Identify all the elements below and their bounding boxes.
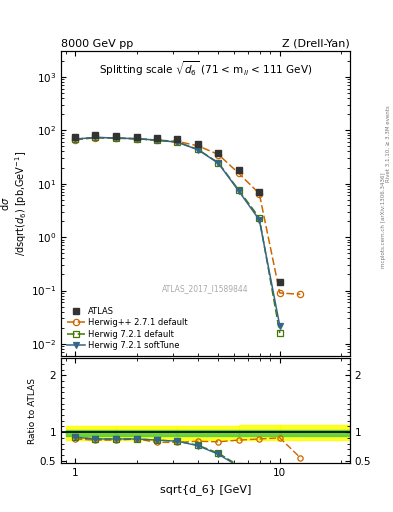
Herwig++ 2.7.1 default (93, 135, 97, 141)
Text: 8000 GeV pp: 8000 GeV pp (61, 38, 133, 49)
Herwig 7.2.1 softTune (73, 136, 78, 142)
ATLAS (237, 167, 241, 173)
Herwig++ 2.7.1 default (196, 143, 200, 149)
ATLAS (93, 132, 97, 138)
Text: mcplots.cern.ch [arXiv:1306.3436]: mcplots.cern.ch [arXiv:1306.3436] (381, 173, 386, 268)
Text: Rivet 3.1.10, ≥ 3.3M events: Rivet 3.1.10, ≥ 3.3M events (386, 105, 391, 182)
Herwig 7.2.1 default (257, 215, 262, 221)
Herwig++ 2.7.1 default (257, 190, 262, 197)
Y-axis label: d$\sigma$
/dsqrt($d_6$) [pb,GeV$^{-1}$]: d$\sigma$ /dsqrt($d_6$) [pb,GeV$^{-1}$] (0, 151, 29, 256)
Text: ATLAS_2017_I1589844: ATLAS_2017_I1589844 (162, 284, 249, 293)
Herwig 7.2.1 default (93, 134, 97, 140)
Line: Herwig 7.2.1 default: Herwig 7.2.1 default (72, 134, 283, 336)
Herwig++ 2.7.1 default (298, 291, 303, 297)
Herwig++ 2.7.1 default (277, 290, 282, 296)
Herwig 7.2.1 default (237, 187, 241, 194)
ATLAS (216, 150, 221, 156)
ATLAS (155, 135, 160, 141)
ATLAS (277, 279, 282, 285)
Herwig 7.2.1 default (73, 136, 78, 142)
Herwig 7.2.1 default (216, 160, 221, 166)
Line: ATLAS: ATLAS (72, 132, 283, 285)
Herwig 7.2.1 softTune (114, 135, 118, 141)
Herwig 7.2.1 softTune (196, 146, 200, 153)
Herwig 7.2.1 default (155, 137, 160, 143)
Line: Herwig 7.2.1 softTune: Herwig 7.2.1 softTune (72, 134, 283, 329)
Legend: ATLAS, Herwig++ 2.7.1 default, Herwig 7.2.1 default, Herwig 7.2.1 softTune: ATLAS, Herwig++ 2.7.1 default, Herwig 7.… (65, 305, 190, 352)
Text: Splitting scale $\sqrt{d_6}$ (71 < m$_{ll}$ < 111 GeV): Splitting scale $\sqrt{d_6}$ (71 < m$_{l… (99, 59, 312, 78)
Herwig++ 2.7.1 default (155, 137, 160, 143)
Herwig 7.2.1 softTune (175, 139, 180, 145)
Herwig 7.2.1 default (114, 135, 118, 141)
Herwig 7.2.1 default (196, 146, 200, 153)
Y-axis label: Ratio to ATLAS: Ratio to ATLAS (28, 378, 37, 444)
ATLAS (114, 133, 118, 139)
Herwig 7.2.1 softTune (93, 134, 97, 140)
Herwig 7.2.1 default (175, 139, 180, 145)
Herwig++ 2.7.1 default (73, 137, 78, 143)
Herwig++ 2.7.1 default (114, 135, 118, 141)
Herwig++ 2.7.1 default (175, 138, 180, 144)
Herwig++ 2.7.1 default (216, 152, 221, 158)
X-axis label: sqrt{d_6} [GeV]: sqrt{d_6} [GeV] (160, 484, 251, 495)
ATLAS (175, 136, 180, 142)
Herwig 7.2.1 softTune (155, 137, 160, 143)
ATLAS (134, 134, 139, 140)
ATLAS (73, 134, 78, 140)
ATLAS (257, 189, 262, 195)
Herwig 7.2.1 softTune (134, 136, 139, 142)
Herwig 7.2.1 softTune (216, 160, 221, 166)
Herwig 7.2.1 default (134, 136, 139, 142)
Herwig 7.2.1 softTune (257, 217, 262, 223)
Text: Z (Drell-Yan): Z (Drell-Yan) (282, 38, 350, 49)
Line: Herwig++ 2.7.1 default: Herwig++ 2.7.1 default (72, 135, 303, 297)
Herwig++ 2.7.1 default (237, 170, 241, 177)
Herwig++ 2.7.1 default (134, 136, 139, 142)
Herwig 7.2.1 softTune (277, 323, 282, 329)
Herwig 7.2.1 default (277, 330, 282, 336)
ATLAS (196, 141, 200, 147)
Herwig 7.2.1 softTune (237, 188, 241, 195)
